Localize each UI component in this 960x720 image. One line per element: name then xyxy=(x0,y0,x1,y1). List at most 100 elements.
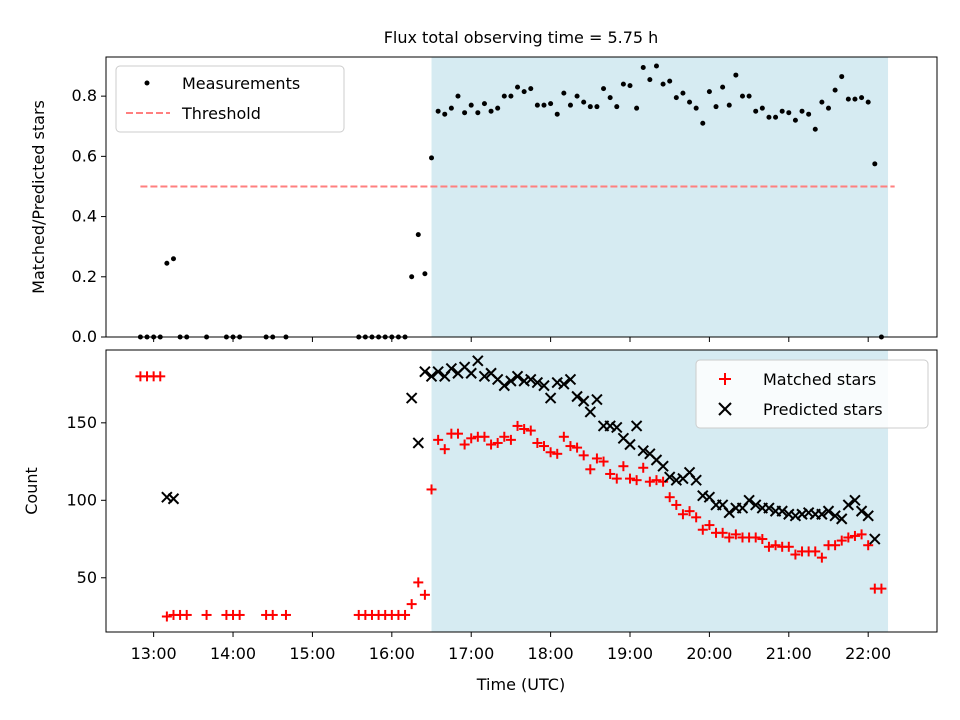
matched-star-point xyxy=(770,540,781,551)
matched-star-point xyxy=(419,589,430,600)
predicted-star-point xyxy=(544,392,557,404)
predicted-star-point xyxy=(657,460,669,472)
top-y-ticks: 0.0 0.2 0.4 0.6 0.8 xyxy=(72,86,106,346)
top-y-tick-label: 0.8 xyxy=(72,86,97,105)
measurement-point xyxy=(806,111,812,117)
measurement-point xyxy=(481,101,487,107)
measurement-point xyxy=(455,93,461,99)
measurement-point xyxy=(607,95,613,101)
top-shaded-span xyxy=(431,57,889,337)
count-points xyxy=(135,355,887,622)
measurement-point xyxy=(594,104,600,110)
measurement-point xyxy=(687,99,693,105)
matched-star-point xyxy=(155,371,166,382)
matched-star-point xyxy=(565,441,576,452)
measurement-point xyxy=(713,104,719,110)
predicted-star-point xyxy=(697,489,709,502)
matched-star-point xyxy=(704,520,715,531)
predicted-star-point xyxy=(405,392,418,404)
measurement-point xyxy=(753,108,759,114)
predicted-star-point xyxy=(855,505,868,517)
measurement-point xyxy=(581,99,587,105)
matched-star-point xyxy=(717,527,728,538)
matched-star-point xyxy=(400,609,411,620)
predicted-star-point xyxy=(577,395,590,407)
measurement-point xyxy=(700,120,706,126)
measurement-point xyxy=(409,274,415,280)
bottom-x-tick-label: 14:00 xyxy=(210,644,256,663)
measurement-point xyxy=(614,104,620,110)
measurement-point xyxy=(488,108,494,114)
bottom-y-ticks: 50 100 150 xyxy=(66,413,106,587)
predicted-star-point xyxy=(419,365,431,378)
measurement-point xyxy=(845,96,851,102)
predicted-star-point xyxy=(862,510,874,522)
bottom-x-tick-label: 19:00 xyxy=(607,644,653,663)
measurement-point xyxy=(164,260,170,266)
legend-matched-marker xyxy=(719,373,731,385)
matched-star-point xyxy=(578,450,589,461)
predicted-star-point xyxy=(763,502,775,514)
predicted-star-point xyxy=(816,508,828,520)
predicted-star-point xyxy=(412,437,424,449)
bottom-y-tick-label: 50 xyxy=(77,568,97,587)
top-y-tick-label: 0.0 xyxy=(72,327,97,346)
matched-star-point xyxy=(677,509,688,520)
bottom-legend: Matched stars Predicted stars xyxy=(695,359,929,429)
matched-star-point xyxy=(638,462,649,473)
legend-measurements-marker xyxy=(144,80,150,86)
matched-star-point xyxy=(763,541,774,552)
predicted-star-point xyxy=(518,375,530,387)
matched-star-point xyxy=(492,437,503,448)
predicted-star-point xyxy=(591,393,603,406)
matched-star-point xyxy=(519,424,530,435)
predicted-star-point xyxy=(836,513,848,525)
bottom-x-tick-label: 13:00 xyxy=(131,644,177,663)
measurement-point xyxy=(746,93,752,99)
measurement-point xyxy=(627,83,633,89)
matched-star-point xyxy=(181,609,192,620)
top-y-tick-label: 0.6 xyxy=(72,146,97,165)
predicted-star-point xyxy=(670,474,683,486)
legend-predicted-marker xyxy=(718,402,732,416)
matched-star-point xyxy=(459,439,470,450)
predicted-star-point xyxy=(551,376,563,389)
bottom-x-tick-label: 22:00 xyxy=(845,644,891,663)
measurement-point xyxy=(601,86,607,92)
matched-star-point xyxy=(505,434,516,445)
measurement-point xyxy=(508,93,514,99)
measurement-point xyxy=(501,93,507,99)
matched-star-point xyxy=(671,499,682,510)
measurement-point xyxy=(554,111,560,117)
predicted-star-point xyxy=(498,379,511,392)
bottom-plot-frame xyxy=(105,349,938,633)
top-y-tick-label: 0.4 xyxy=(72,207,97,226)
matched-star-point xyxy=(486,439,497,450)
predicted-star-point xyxy=(611,421,623,434)
matched-star-point xyxy=(585,464,596,475)
matched-star-point xyxy=(280,609,291,620)
matched-star-point xyxy=(724,532,735,543)
measurement-point xyxy=(495,105,501,111)
predicted-star-point xyxy=(743,494,755,507)
predicted-star-point xyxy=(538,379,550,392)
bottom-x-tick-label: 21:00 xyxy=(766,644,812,663)
predicted-star-point xyxy=(822,505,835,517)
predicted-star-point xyxy=(432,365,444,378)
predicted-star-point xyxy=(690,474,702,486)
matched-star-point xyxy=(843,532,854,543)
matched-star-point xyxy=(631,475,642,486)
measurement-point xyxy=(865,99,871,105)
matched-star-point xyxy=(525,425,536,436)
legend-matched-label: Matched stars xyxy=(763,370,876,389)
bottom-y-tick-label: 150 xyxy=(66,413,97,432)
measurement-point xyxy=(640,65,646,71)
matched-star-point xyxy=(413,577,424,588)
matched-star-point xyxy=(406,599,417,610)
predicted-star-point xyxy=(849,494,861,507)
measurement-point xyxy=(792,117,798,123)
predicted-star-point xyxy=(531,376,544,389)
measurement-point xyxy=(706,89,712,95)
matched-star-point xyxy=(558,431,569,442)
matched-star-point xyxy=(532,437,543,448)
